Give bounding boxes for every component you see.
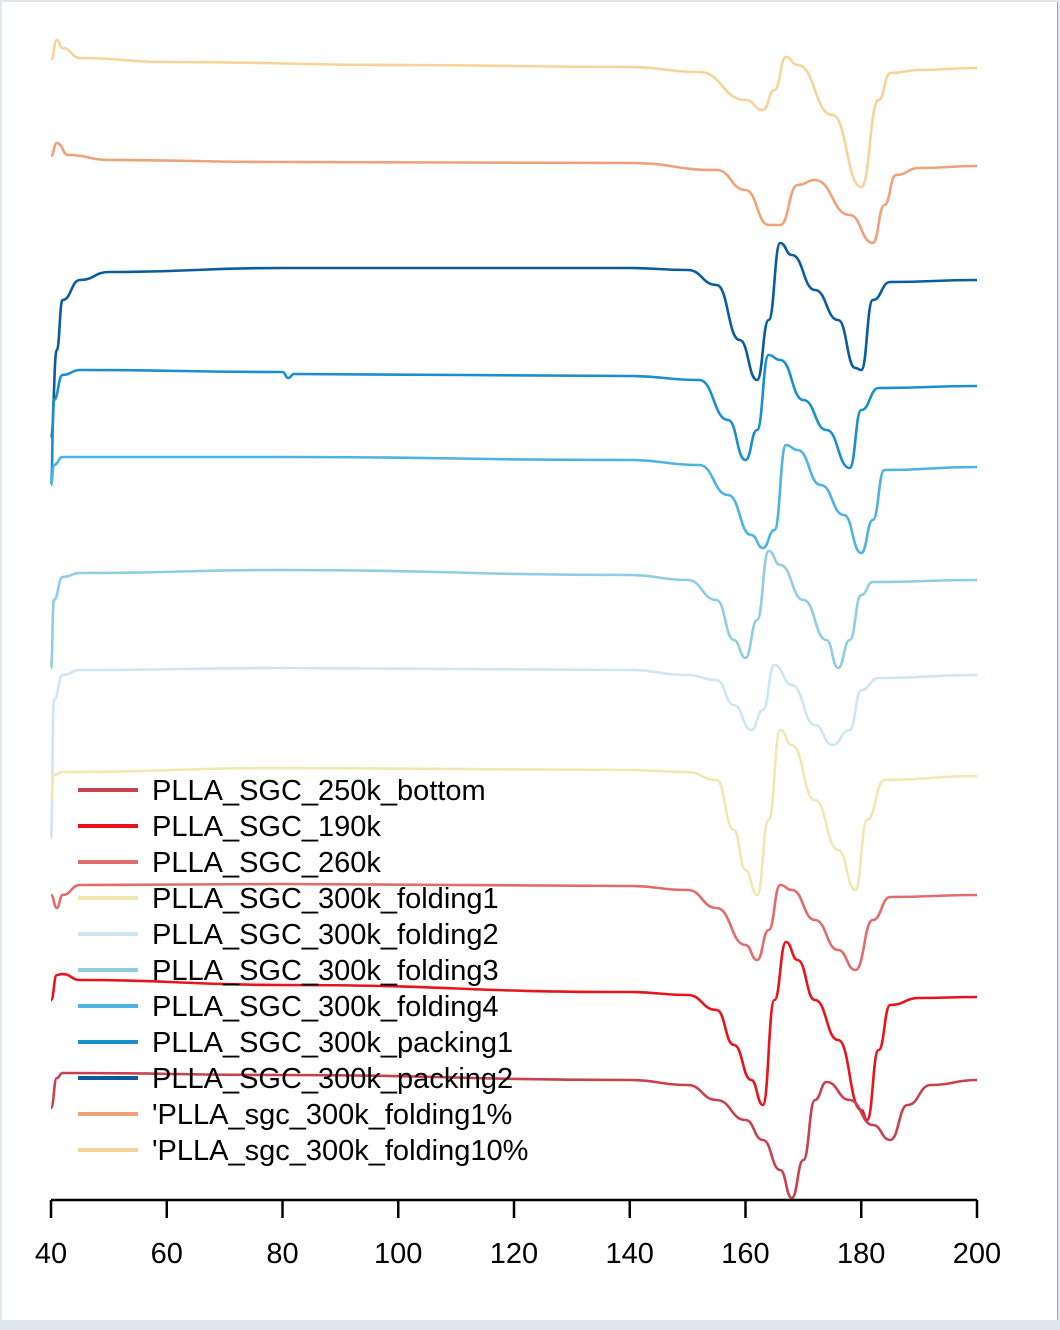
- series-line-4: [49, 353, 978, 487]
- legend-label: PLLA_SGC_300k_packing1: [152, 1027, 513, 1059]
- series-layer: [49, 38, 978, 1200]
- legend-label: PLLA_SGC_190k: [152, 811, 381, 843]
- legend-label: PLLA_SGC_300k_folding1: [152, 883, 499, 915]
- series-line-9: [50, 882, 978, 972]
- legend-label: PLLA_SGC_250k_bottom: [152, 775, 486, 807]
- x-tick-label: 40: [35, 1238, 67, 1270]
- x-tick-label: 60: [151, 1238, 183, 1270]
- series-line-1: [49, 38, 978, 189]
- legend-label: PLLA_SGC_300k_folding2: [152, 919, 499, 951]
- series-line-5: [49, 443, 978, 555]
- legend-label: PLLA_SGC_260k: [152, 847, 381, 879]
- x-tick-label: 80: [266, 1238, 298, 1270]
- series-line-7: [49, 663, 978, 840]
- series-line-8: [49, 728, 978, 897]
- x-tick-label: 140: [606, 1238, 654, 1270]
- x-tick-label: 120: [490, 1238, 538, 1270]
- x-tick-label: 100: [374, 1238, 422, 1270]
- legend-label: PLLA_SGC_300k_folding3: [152, 955, 499, 987]
- series-line-6: [49, 549, 978, 670]
- legend-label: 'PLLA_sgc_300k_folding10%: [152, 1135, 528, 1167]
- x-tick-label: 200: [953, 1238, 1001, 1270]
- legend-label: PLLA_SGC_300k_folding4: [152, 991, 499, 1023]
- x-tick-label: 160: [721, 1238, 769, 1270]
- series-line-3: [49, 241, 978, 440]
- series-line-11: [49, 1071, 978, 1200]
- series-line-2: [50, 141, 978, 245]
- legend-label: 'PLLA_sgc_300k_folding1%: [152, 1099, 512, 1131]
- series-line-10: [49, 940, 978, 1122]
- legend: PLLA_SGC_250k_bottom PLLA_SGC_190k PLLA_SG…: [78, 775, 528, 1167]
- x-tick-label: 180: [837, 1238, 885, 1270]
- legend-label: PLLA_SGC_300k_packing2: [152, 1063, 513, 1095]
- x-axis: 40 60 80 100 120 140 160 180 200: [35, 1198, 1001, 1270]
